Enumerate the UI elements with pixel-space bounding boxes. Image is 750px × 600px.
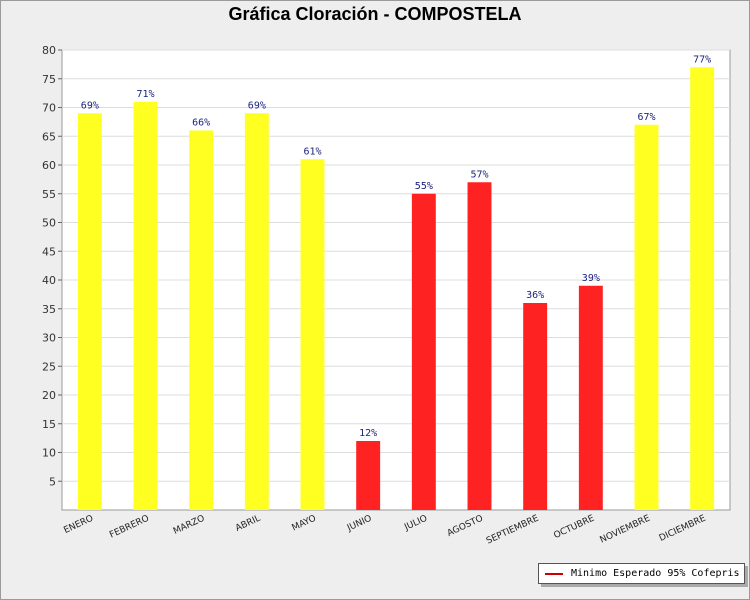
y-tick-label: 5 — [49, 475, 56, 488]
gridlines — [62, 49, 730, 482]
x-tick-label: JUNIO — [345, 514, 373, 534]
x-tick-label: OCTUBRE — [552, 514, 596, 542]
bar — [411, 193, 436, 510]
x-tick-label: MARZO — [172, 514, 207, 537]
bar — [634, 124, 659, 510]
y-tick-label: 65 — [42, 130, 56, 143]
bar — [189, 130, 214, 510]
bar — [690, 67, 715, 510]
x-tick-label: ABRIL — [234, 514, 262, 534]
bar — [133, 101, 158, 510]
bar — [77, 113, 102, 510]
y-tick-label: 40 — [42, 274, 56, 287]
data-label: 57% — [470, 169, 488, 180]
bar — [578, 285, 603, 510]
x-tick-label: MAYO — [291, 514, 318, 534]
bar — [467, 182, 492, 510]
data-label: 66% — [192, 118, 210, 129]
bar — [356, 441, 381, 510]
data-label: 69% — [248, 100, 266, 111]
y-tick-label: 15 — [42, 418, 56, 431]
y-tick-label: 75 — [42, 73, 56, 86]
data-label: 55% — [415, 181, 433, 192]
y-tick-label: 35 — [42, 303, 56, 316]
y-tick-label: 20 — [42, 389, 56, 402]
y-tick-label: 10 — [42, 447, 56, 460]
data-label: 69% — [81, 100, 99, 111]
y-tick-label: 45 — [42, 245, 56, 258]
bars — [77, 67, 715, 510]
x-tick-label: DICIEMBRE — [658, 514, 708, 544]
data-label: 67% — [637, 112, 655, 123]
x-tick-label: JULIO — [402, 514, 429, 534]
y-tick-label: 60 — [42, 159, 56, 172]
y-axis: 5 10 15 20 25 30 35 40 45 50 55 60 65 70 75 80 — [42, 44, 62, 488]
x-tick-label: AGOSTO — [446, 514, 485, 539]
x-tick-label: ENERO — [62, 514, 95, 536]
x-tick-label: NOVIEMBRE — [599, 514, 652, 546]
y-tick-label: 70 — [42, 102, 56, 115]
data-label: 12% — [359, 428, 377, 439]
bar — [244, 113, 269, 510]
x-tick-label: FEBRERO — [108, 514, 151, 541]
y-tick-label: 30 — [42, 332, 56, 345]
x-axis: ENERO FEBRERO MARZO ABRIL MAYO JUNIO JULIO AGOS… — [62, 514, 707, 547]
legend-swatch — [545, 572, 563, 575]
legend: Minimo Esperado 95% Cofepris — [538, 563, 745, 584]
data-labels: 69% 71% 66% 69% 61% 12% 55% 57% 36% 39% 67% 77% — [81, 54, 711, 439]
data-label: 61% — [303, 146, 321, 157]
data-label: 39% — [582, 273, 600, 284]
bar — [300, 159, 325, 510]
y-tick-label: 80 — [42, 44, 56, 57]
bar — [523, 303, 548, 510]
y-tick-label: 50 — [42, 217, 56, 230]
legend-label: Minimo Esperado 95% Cofepris — [571, 568, 740, 579]
x-tick-label: SEPTIEMBRE — [485, 514, 541, 547]
data-label: 71% — [136, 89, 154, 100]
data-label: 77% — [693, 54, 711, 65]
chart-title: Gráfica Cloración - COMPOSTELA — [228, 4, 522, 24]
y-tick-label: 55 — [42, 188, 56, 201]
y-tick-label: 25 — [42, 360, 56, 373]
data-label: 36% — [526, 290, 544, 301]
